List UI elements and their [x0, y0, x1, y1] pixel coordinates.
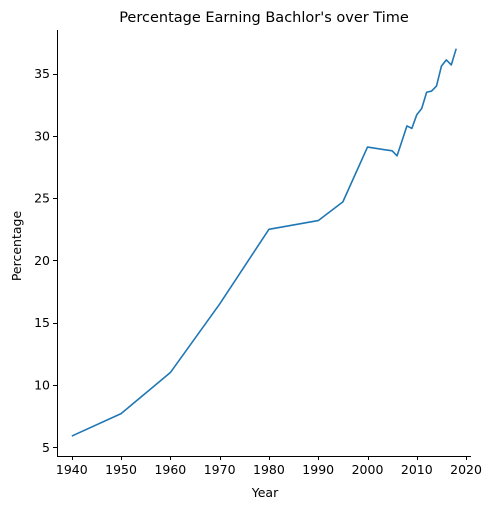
y-tick-label: 30	[34, 128, 50, 143]
chart-title: Percentage Earning Bachlor's over Time	[119, 10, 409, 26]
y-tick-label: 20	[34, 253, 50, 268]
x-tick-label: 1960	[154, 462, 186, 477]
x-tick-label: 1970	[204, 462, 236, 477]
plot-area	[71, 48, 457, 437]
y-axis-ticks: 5 10 15 20 25 30 35	[34, 66, 57, 455]
y-tick-label: 5	[42, 440, 50, 455]
x-tick-label: 1950	[105, 462, 137, 477]
x-tick-label: 2010	[401, 462, 433, 477]
y-tick-label: 15	[34, 315, 50, 330]
x-axis-label: Year	[251, 485, 279, 500]
x-tick-label: 2020	[450, 462, 482, 477]
y-axis-label: Percentage	[9, 211, 24, 282]
y-tick-label: 35	[34, 66, 50, 81]
x-tick-label: 1980	[253, 462, 285, 477]
x-tick-label: 1940	[56, 462, 88, 477]
x-axis-ticks: 1940 1950 1960 1970 1980 1990 2000 2010 2020	[56, 456, 482, 477]
x-tick-label: 2000	[352, 462, 384, 477]
series-line-0	[71, 48, 457, 437]
x-tick-label: 1990	[302, 462, 334, 477]
y-tick-label: 25	[34, 191, 50, 206]
y-tick-label: 10	[34, 378, 50, 393]
